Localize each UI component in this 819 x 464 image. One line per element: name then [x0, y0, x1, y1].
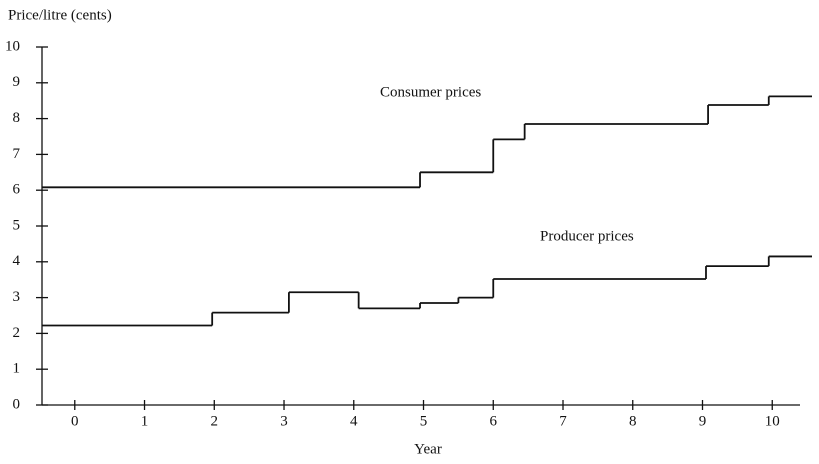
y-tick-label: 2: [13, 325, 21, 341]
x-tick-label: 3: [280, 413, 288, 429]
y-tick-label: 3: [13, 289, 21, 305]
annotation: Consumer prices: [380, 84, 481, 100]
y-tick-label: 0: [13, 396, 21, 412]
x-tick-label: 5: [420, 413, 428, 429]
y-tick-label: 10: [5, 38, 20, 54]
x-tick-label: 6: [490, 413, 498, 429]
y-axis-title: Price/litre (cents): [8, 7, 112, 23]
x-tick-label: 9: [699, 413, 707, 429]
x-tick-label: 10: [765, 413, 780, 429]
y-tick-label: 1: [13, 361, 21, 377]
y-tick-label: 4: [13, 253, 21, 269]
x-tick-label: 4: [350, 413, 358, 429]
annotation: Producer prices: [540, 228, 634, 244]
x-tick-label: 8: [629, 413, 637, 429]
x-tick-label: 0: [71, 413, 79, 429]
x-axis-title: Year: [414, 441, 442, 457]
y-tick-label: 9: [13, 74, 21, 90]
x-tick-label: 7: [559, 413, 567, 429]
y-tick-label: 8: [13, 110, 21, 126]
y-tick-label: 5: [13, 217, 21, 233]
x-tick-label: 1: [141, 413, 149, 429]
y-tick-label: 6: [13, 182, 21, 198]
y-tick-label: 7: [13, 146, 21, 162]
x-tick-label: 2: [211, 413, 219, 429]
